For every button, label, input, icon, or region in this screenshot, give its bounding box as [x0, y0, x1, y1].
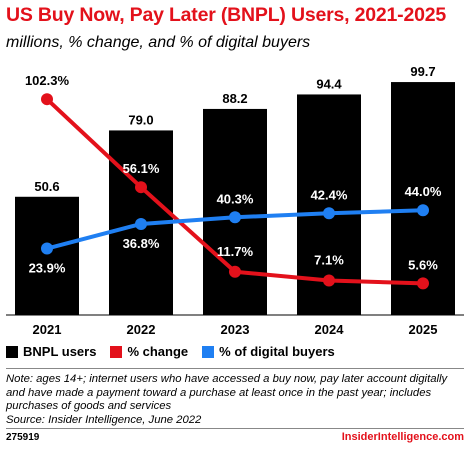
legend-label-bnpl-users: BNPL users [23, 344, 97, 359]
point-pct-change-2021 [41, 93, 53, 106]
line-label-pct-digital-buyers-2023: 40.3% [217, 191, 254, 206]
point-pct-change-2025 [417, 277, 429, 290]
bar-label-2022: 79.0 [128, 112, 153, 127]
chart-subtitle: millions, % change, and % of digital buy… [6, 34, 311, 51]
bar-label-2023: 88.2 [222, 91, 247, 106]
line-label-pct-digital-buyers-2021: 23.9% [29, 261, 66, 276]
point-pct-change-2022 [135, 181, 147, 194]
x-tick-label-2022: 2022 [127, 322, 156, 337]
x-tick-label-2021: 2021 [33, 322, 62, 337]
line-label-pct-digital-buyers-2025: 44.0% [405, 184, 442, 199]
point-pct-digital-buyers-2024 [323, 207, 335, 220]
bar-label-2021: 50.6 [34, 179, 59, 194]
divider-top [6, 368, 464, 369]
line-label-pct-change-2025: 5.6% [408, 257, 438, 272]
footnote: Note: ages 14+; internet users who have … [6, 373, 464, 427]
divider-bottom [6, 428, 464, 429]
bar-label-2025: 99.7 [410, 64, 435, 79]
bar-bnpl-users-2021 [15, 196, 79, 315]
legend-label-pct-change: % change [127, 344, 189, 359]
x-tick-label-2025: 2025 [409, 322, 438, 337]
legend-swatch-bnpl-users [6, 345, 18, 358]
line-label-pct-change-2024: 7.1% [314, 253, 344, 268]
point-pct-digital-buyers-2022 [135, 217, 147, 230]
point-pct-change-2024 [323, 274, 335, 287]
point-pct-change-2023 [229, 265, 241, 278]
x-tick-label-2024: 2024 [315, 322, 345, 337]
chart-title: US Buy Now, Pay Later (BNPL) Users, 2021… [6, 4, 447, 26]
legend-item-bnpl-users: BNPL users [6, 344, 96, 359]
legend-item-pct-digital-buyers: % of digital buyers [202, 344, 335, 359]
legend-swatch-pct-change [110, 345, 123, 358]
line-label-pct-change-2021: 102.3% [25, 73, 70, 88]
legend-label-pct-digital-buyers: % of digital buyers [219, 344, 335, 359]
source-text: Source: Insider Intelligence, June 2022 [6, 413, 202, 426]
note-text: Note: ages 14+; internet users who have … [6, 373, 448, 412]
legend: BNPL users % change % of digital buyers [6, 344, 335, 359]
point-pct-digital-buyers-2023 [229, 211, 241, 224]
legend-swatch-pct-digital-buyers [202, 345, 215, 358]
x-tick-label-2023: 2023 [221, 322, 250, 337]
line-label-pct-digital-buyers-2024: 42.4% [311, 187, 348, 202]
point-pct-digital-buyers-2025 [417, 204, 429, 217]
line-label-pct-change-2023: 11.7% [217, 244, 254, 259]
bar-label-2024: 94.4 [316, 76, 342, 91]
chart-id: 275919 [6, 432, 40, 443]
point-pct-digital-buyers-2021 [41, 242, 53, 255]
legend-item-pct-change: % change [110, 344, 188, 359]
line-label-pct-change-2022: 56.1% [123, 161, 160, 176]
chart-canvas: 50.6 79.0 88.2 94.4 99.7 2021 2022 2023 2024 2025… [6, 64, 464, 337]
line-label-pct-digital-buyers-2022: 36.8% [123, 236, 160, 251]
brand-link[interactable]: InsiderIntelligence.com [341, 431, 464, 443]
bar-bnpl-users-2025 [391, 82, 455, 315]
